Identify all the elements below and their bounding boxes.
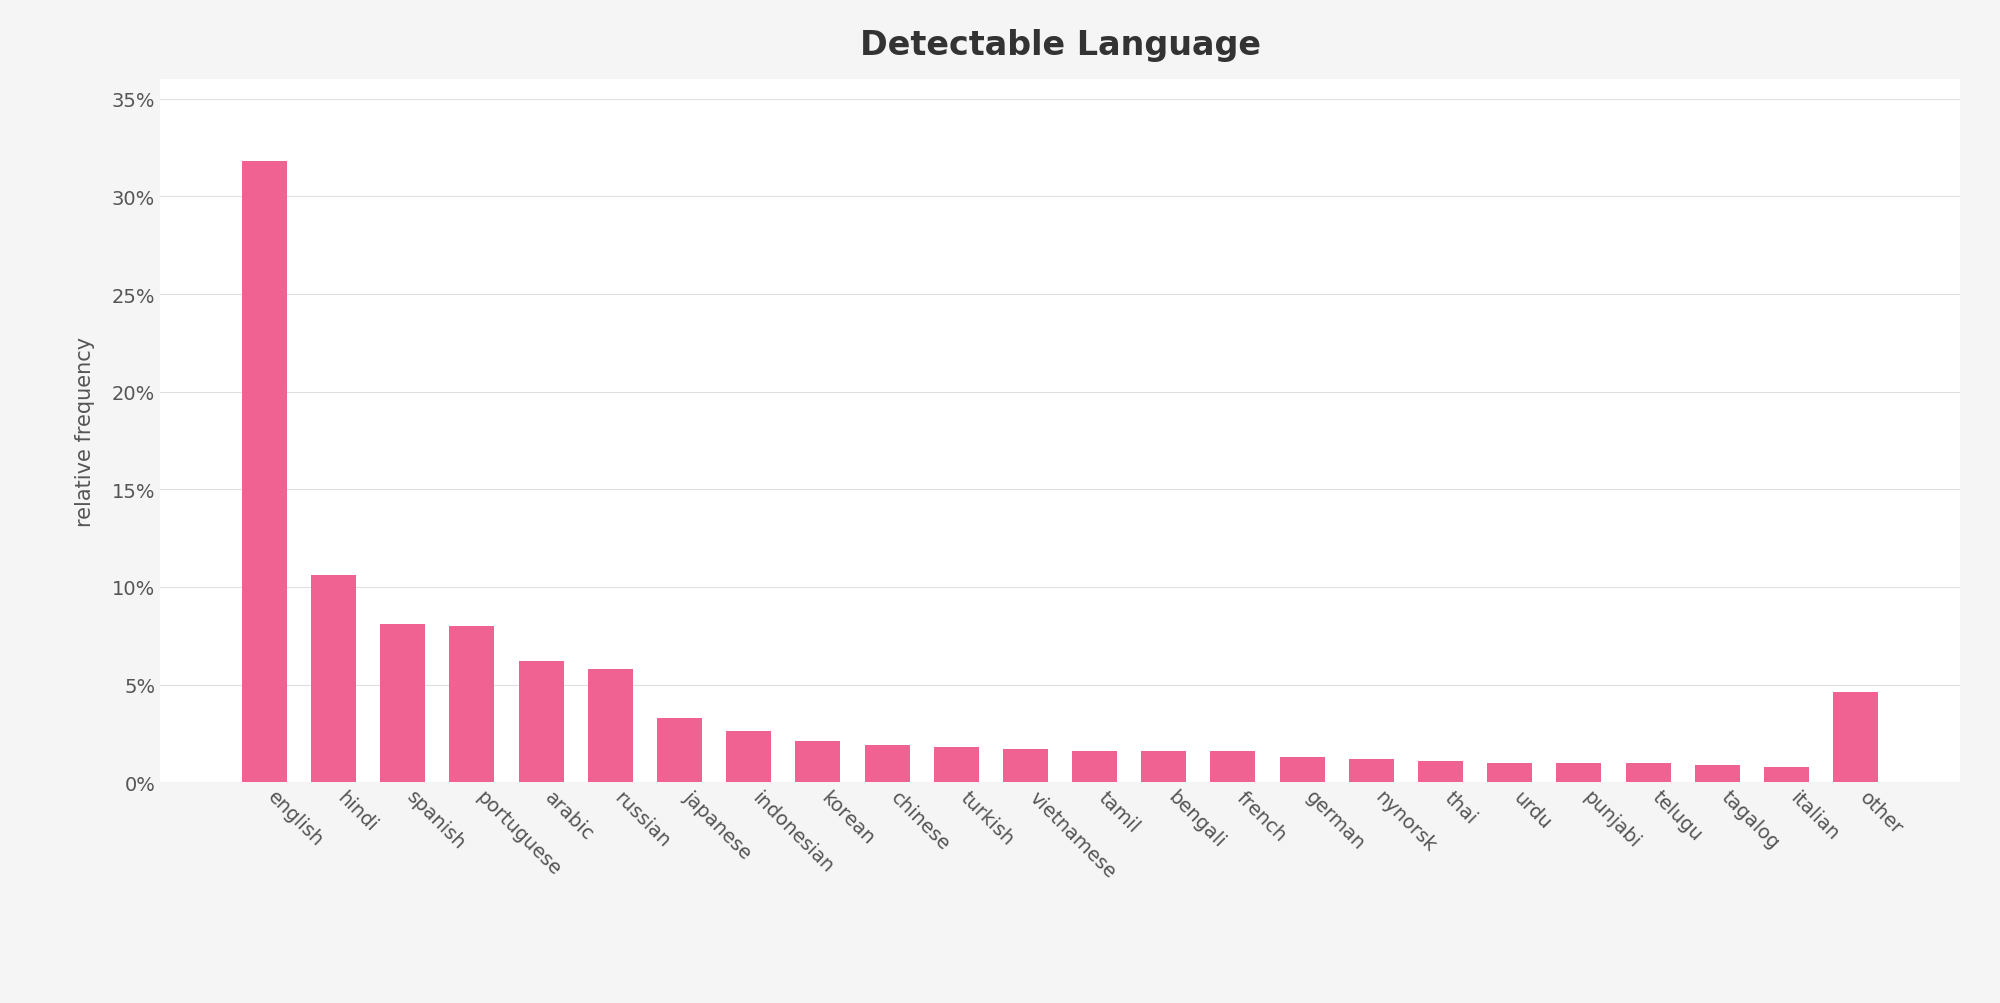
Bar <box>864 745 910 782</box>
Bar <box>1348 759 1394 782</box>
Bar <box>242 162 286 782</box>
Bar <box>1488 763 1532 782</box>
Bar <box>726 731 772 782</box>
Bar <box>1280 757 1324 782</box>
Bar <box>1418 761 1464 782</box>
Bar <box>518 661 564 782</box>
Bar <box>380 624 426 782</box>
Y-axis label: relative frequency: relative frequency <box>74 336 94 527</box>
Bar <box>1694 764 1740 782</box>
Bar <box>1626 763 1670 782</box>
Bar <box>656 718 702 782</box>
Bar <box>312 576 356 782</box>
Bar <box>1764 766 1808 782</box>
Bar <box>1002 749 1048 782</box>
Bar <box>450 626 494 782</box>
Bar <box>1142 751 1186 782</box>
Bar <box>1834 693 1878 782</box>
Bar <box>1072 751 1118 782</box>
Bar <box>1556 763 1602 782</box>
Bar <box>1210 751 1256 782</box>
Title: Detectable Language: Detectable Language <box>860 29 1260 62</box>
Bar <box>796 741 840 782</box>
Bar <box>588 669 632 782</box>
Bar <box>934 747 978 782</box>
